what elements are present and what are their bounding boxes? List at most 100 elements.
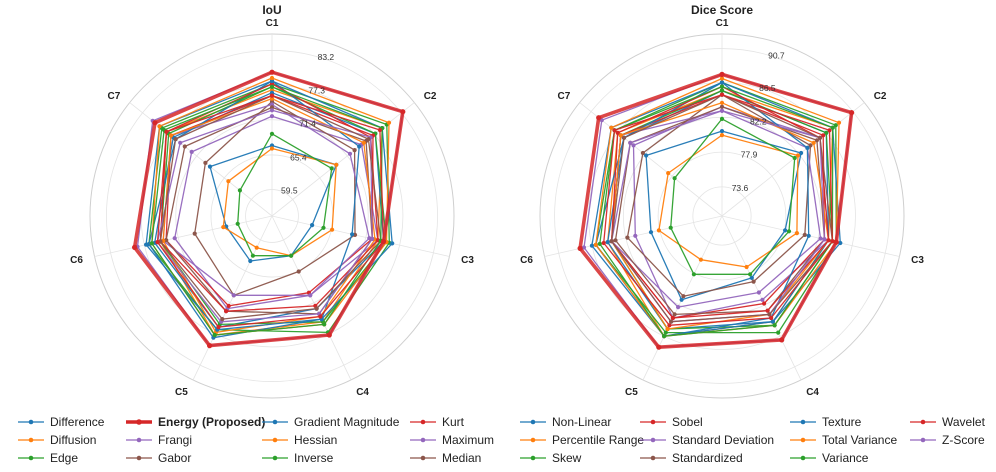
point-frangi-c7 [189,149,194,154]
point-frangi-c7 [631,143,636,148]
point-variance-c2 [830,125,835,130]
point-standardized-c5 [220,317,225,322]
point-frangi-c6 [633,233,638,238]
point-total-variance-c1 [269,75,275,81]
legend-label: Difference [50,415,105,429]
point-percentile-range-c1 [719,100,725,105]
legend-swatch-marker [136,437,142,443]
legend-label: Standardized [672,451,743,465]
point-hessian-c4 [744,264,749,270]
point-edge-c5 [663,330,668,335]
point-maximum-c3 [818,236,823,241]
series-line-edge [148,83,390,334]
point-standardized-c7 [621,135,627,140]
axis-label-c1: C1 [716,18,729,29]
chart-title-iou: IoU [262,3,281,17]
tick-label: 59.5 [281,186,298,196]
point-total-variance-c1 [719,76,725,81]
point-energy-proposed-c2 [849,110,855,116]
legend-item-percentile-range: Percentile Range [520,433,644,447]
point-frangi-c4 [760,297,765,302]
point-sobel-c5 [670,315,676,321]
point-skew-c6 [668,225,673,230]
series-line-inverse [159,86,388,326]
point-hessian-c7 [226,179,231,184]
axis-label-c2: C2 [874,91,887,102]
point-energy-proposed-c3 [833,239,839,245]
axis-labels: C1 C2 C3 C4 C5 C6 C7 [70,18,474,398]
legend-item-variance: Variance [790,451,869,465]
legend-swatch-marker [420,455,426,461]
legend-label: Variance [822,451,869,465]
point-hessian-c6 [656,228,662,233]
point-wavelet-c5 [667,323,672,328]
point-gabor-c2 [352,148,357,153]
point-maximum-c5 [231,293,236,298]
series-line-median [165,106,373,315]
point-standardized-c4 [767,312,772,317]
point-hessian-c5 [698,257,704,262]
point-kurt-c4 [762,301,767,306]
legend-item-diffusion: Diffusion [18,433,96,447]
point-wavelet-c1 [269,93,275,98]
point-total-variance-c7 [157,124,162,129]
point-variance-c5 [212,332,217,338]
point-hessian-c2 [334,162,339,167]
point-total-variance-c6 [593,242,598,247]
point-energy-proposed-c7 [596,115,602,121]
point-edge-c4 [776,330,781,335]
legend-label: Inverse [294,451,334,465]
legend-item-inverse: Inverse [262,451,334,465]
point-hessian-c3 [794,231,800,236]
point-z-score-c6 [581,245,587,250]
point-frangi-c6 [172,236,177,241]
point-skew-c2 [329,166,334,171]
point-standard-deviation-c3 [370,236,375,241]
legend-swatch-marker [800,437,806,443]
point-texture-c3 [390,241,395,246]
tick-label: 83.2 [318,52,335,62]
axis-label-c7: C7 [558,91,571,102]
legend-swatch-marker [136,419,142,425]
point-energy-proposed-c2 [400,109,406,115]
legend-label: Texture [822,415,862,429]
legend-item-frangi: Frangi [126,433,192,447]
legend-swatch-marker [420,419,426,425]
legend-item-total-variance: Total Variance [790,433,897,447]
legend-item-energy-proposed: Energy (Proposed) [126,415,265,429]
point-wavelet-c2 [377,127,382,133]
legend-label: Standard Deviation [672,433,774,447]
series-group [132,69,406,349]
point-hessian-c5 [254,245,259,250]
legend-swatch-marker [272,455,278,461]
legend-swatch-marker [800,419,806,425]
point-variance-c4 [772,323,777,328]
point-energy-proposed-c6 [132,244,138,250]
legend-swatch-marker [920,437,926,443]
axis-label-c5: C5 [625,387,638,398]
point-energy-proposed-c6 [577,245,583,251]
legend-item-sobel: Sobel [640,415,703,429]
point-inverse-c2 [824,130,829,135]
series-z-score [581,72,854,350]
point-skew-c3 [786,229,792,234]
point-difference-c3 [783,228,788,233]
legend-label: Skew [552,451,582,465]
axis-label-c3: C3 [461,255,474,266]
point-sobel-c7 [615,130,620,135]
point-standardized-c6 [609,239,614,244]
series-group [577,71,855,350]
point-standard-deviation-c7 [628,140,633,145]
dice-radar-chart: Dice Score 73.677.982.286.590.7C1C2C3C4C… [520,3,924,399]
point-difference-c7 [644,153,649,158]
point-standardized-c7 [173,137,178,142]
legend-item-maximum: Maximum [410,433,494,447]
legend-item-kurt: Kurt [410,415,465,429]
legend-swatch-marker [800,455,806,461]
point-standardized-c5 [669,319,674,324]
point-hessian-c1 [719,133,725,138]
point-energy-proposed-c4 [326,332,332,338]
point-skew-c4 [289,253,294,258]
tick-labels: 73.6 77.9 82.2 86.5 90.7 [732,50,785,193]
